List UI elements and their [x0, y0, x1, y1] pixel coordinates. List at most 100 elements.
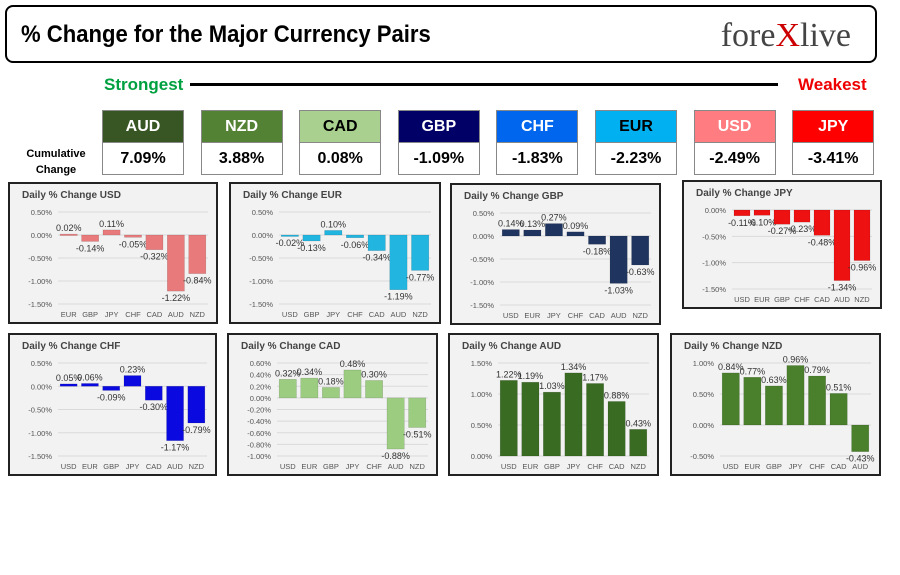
y-tick-label: 1.50% — [471, 359, 493, 368]
data-label: 0.23% — [120, 365, 146, 375]
bar-gbp — [81, 234, 99, 242]
data-label: 0.96% — [783, 354, 809, 364]
bar-usd — [499, 380, 518, 457]
bar-chf — [124, 234, 142, 238]
y-tick-label: 0.00% — [250, 394, 272, 403]
cumulative-value: -1.83% — [496, 143, 579, 175]
bar-aud — [389, 234, 408, 290]
x-tick-label: CAD — [146, 462, 162, 471]
y-tick-label: 0.00% — [31, 382, 53, 391]
data-label: 0.27% — [541, 213, 567, 223]
data-label: 0.13% — [520, 219, 546, 229]
x-tick-label: EUR — [754, 295, 770, 304]
x-tick-label: AUD — [168, 310, 184, 319]
cumulative-box-eur: EUR -2.23% — [595, 110, 677, 175]
data-label: 1.22% — [496, 369, 522, 379]
bar-chf — [566, 231, 585, 237]
cumulative-value: -2.49% — [693, 143, 776, 175]
x-tick-label: CAD — [147, 310, 163, 319]
x-tick-label: USD — [501, 462, 517, 471]
y-tick-label: -0.50% — [28, 406, 52, 415]
x-tick-label: EUR — [61, 310, 77, 319]
chart-usd: Daily % Change USD -1.50% -1.00% -0.50% 0.00… — [8, 182, 218, 324]
data-label: 0.63% — [761, 375, 787, 385]
x-tick-label: EUR — [744, 462, 760, 471]
bar-aud — [166, 386, 184, 441]
bar-eur — [59, 233, 78, 236]
y-tick-label: 0.00% — [693, 421, 715, 430]
data-label: -0.09% — [97, 392, 126, 402]
y-tick-label: 0.00% — [473, 232, 495, 241]
bar-aud — [609, 235, 628, 284]
x-tick-label: USD — [723, 462, 739, 471]
data-label: -0.23% — [788, 224, 817, 234]
y-tick-label: 0.20% — [250, 382, 272, 391]
bar-chf — [346, 234, 364, 239]
y-tick-label: -0.60% — [247, 429, 271, 438]
data-label: -0.79% — [182, 425, 211, 435]
data-label: -0.88% — [381, 451, 410, 461]
cumulative-value: -2.23% — [595, 143, 677, 175]
bar-eur — [743, 377, 762, 426]
data-label: -1.22% — [162, 293, 191, 303]
y-tick-label: -0.80% — [247, 440, 271, 449]
data-label: 0.88% — [604, 390, 630, 400]
chart-title: Daily % Change GBP — [464, 191, 564, 202]
cumulative-value: -3.41% — [792, 143, 875, 175]
x-tick-label: GBP — [82, 310, 98, 319]
data-label: 1.17% — [582, 372, 608, 382]
y-tick-label: 0.50% — [473, 209, 495, 218]
cumulative-change-label: Cumulative Change — [26, 148, 86, 176]
x-tick-label: GBP — [323, 462, 339, 471]
x-tick-label: USD — [61, 462, 77, 471]
x-tick-label: NZD — [189, 462, 205, 471]
y-tick-label: -1.00% — [470, 278, 494, 287]
y-tick-label: -1.50% — [249, 300, 273, 309]
y-tick-label: -1.00% — [28, 429, 52, 438]
header-banner: % Change for the Major Currency Pairs fo… — [5, 5, 877, 63]
data-label: -0.34% — [362, 253, 391, 263]
x-tick-label: NZD — [633, 311, 649, 320]
data-label: 0.18% — [318, 376, 344, 386]
currency-name: AUD — [102, 110, 184, 143]
data-label: -0.02% — [276, 238, 305, 248]
x-tick-label: AUD — [852, 462, 868, 471]
x-tick-label: CHF — [794, 295, 810, 304]
x-tick-label: CHF — [347, 310, 363, 319]
y-tick-label: -1.50% — [702, 285, 726, 294]
currency-name: JPY — [792, 110, 875, 143]
bar-chf — [365, 380, 383, 399]
bar-gbp — [102, 386, 120, 391]
x-tick-label: GBP — [304, 310, 320, 319]
data-label: -1.17% — [161, 443, 190, 453]
bar-cad — [607, 401, 626, 457]
bar-jpy — [102, 229, 121, 236]
x-tick-label: JPY — [567, 462, 581, 471]
y-tick-label: 0.00% — [31, 231, 53, 240]
data-label: -0.10% — [748, 217, 777, 227]
data-label: 0.14% — [498, 219, 524, 229]
x-tick-label: CHF — [568, 311, 584, 320]
chart-cad: Daily % Change CAD -1.00% -0.80% -0.60% -0.4… — [227, 333, 438, 476]
x-tick-label: USD — [503, 311, 519, 320]
cumulative-box-jpy: JPY -3.41% — [792, 110, 875, 175]
bar-usd — [501, 229, 520, 237]
data-label: -1.34% — [828, 283, 857, 293]
y-tick-label: 1.00% — [693, 359, 715, 368]
y-tick-label: -0.40% — [247, 417, 271, 426]
x-tick-label: USD — [282, 310, 298, 319]
data-label: -0.32% — [140, 252, 169, 262]
bar-nzd — [187, 386, 206, 424]
cumulative-value: -1.09% — [397, 143, 480, 175]
currency-name: NZD — [200, 110, 283, 143]
x-tick-label: AUD — [611, 311, 627, 320]
y-tick-label: 0.50% — [693, 390, 715, 399]
data-label: -0.27% — [768, 226, 797, 236]
x-tick-label: JPY — [789, 462, 803, 471]
y-tick-label: -1.00% — [702, 259, 726, 268]
bar-jpy — [545, 223, 563, 237]
chart-title: Daily % Change CHF — [22, 341, 121, 352]
chart-title: Daily % Change CAD — [241, 341, 341, 352]
chart-title: Daily % Change USD — [22, 190, 121, 201]
currency-name: EUR — [595, 110, 677, 143]
